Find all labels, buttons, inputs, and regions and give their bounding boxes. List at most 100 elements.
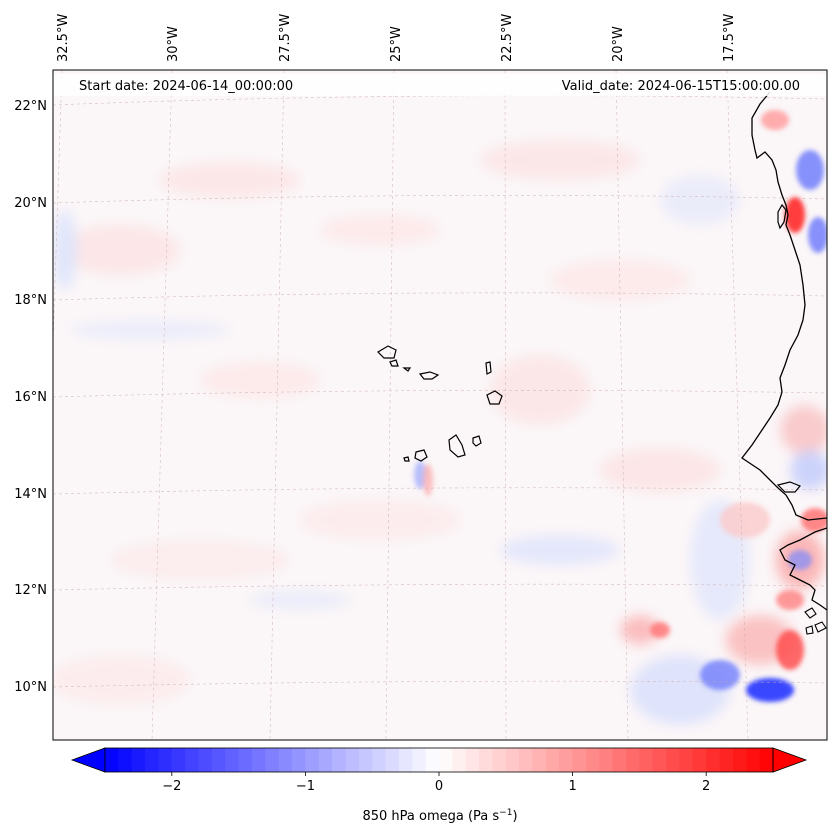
omega-field-strong [414,110,827,702]
colorbar-step [706,748,721,772]
gambia-estuary [776,481,801,493]
banc-arguin-island [777,203,787,230]
island-brava [403,456,410,462]
colorbar-step [465,748,480,772]
colorbar-step [666,748,681,772]
start-date-label: Start date: 2024-06-14_00:00:00 [79,79,293,94]
colorbar-step [225,748,240,772]
africa-coastline-south [779,527,827,611]
lon-label: 27.5°W [278,14,293,62]
colorbar-step [251,748,266,772]
colorbar-step [332,748,347,772]
colorbar-step [198,748,213,772]
colorbar-step [425,748,440,772]
colorbar-step [385,748,400,772]
colorbar-step [692,748,707,772]
latitude-labels: 22°N 20°N 18°N 16°N 14°N 12°N 10°N [14,99,47,695]
colorbar-step [639,748,654,772]
lon-label: 22.5°W [500,14,515,62]
colorbar-step [238,748,253,772]
lat-label: 22°N [14,99,47,114]
colorbar-step [358,748,373,772]
colorbar-step [652,748,667,772]
lon-label: 25°W [389,26,404,62]
longitude-labels: 32.5°W 30°W 27.5°W 25°W 22.5°W 20°W 17.5… [56,14,737,62]
colorbar-step [479,748,494,772]
colorbar-tick-label: 2 [702,779,710,794]
lon-label: 20°W [611,26,626,62]
colorbar-step [572,748,587,772]
omega-field [53,70,827,740]
colorbar-step [439,748,453,772]
colorbar-step [612,748,627,772]
colorbar-step [278,748,293,772]
colorbar-step [171,748,186,772]
colorbar-step [732,748,747,772]
colorbar-step [158,748,173,772]
colorbar-step [679,748,694,772]
colorbar-step [131,748,146,772]
lon-label: 30°W [166,26,181,62]
colorbar-tick-label: 0 [435,779,443,794]
map-panel [53,70,827,740]
colorbar-tick-label: −2 [162,779,181,794]
island-sal [485,361,492,375]
lat-label: 14°N [14,487,47,502]
colorbar-step [265,748,280,772]
island-boa-vista [486,390,503,405]
island-santa-luzia [402,367,412,372]
colorbar-step [759,748,774,772]
colorbar-step [492,748,507,772]
island-maio [472,435,482,447]
colorbar-step [345,748,360,772]
lon-label: 17.5°W [722,14,737,62]
colorbar-steps [105,748,774,772]
lat-label: 12°N [14,583,47,598]
colorbar-step [559,748,574,772]
colorbar-step [719,748,734,772]
colorbar-step [185,748,200,772]
lon-label: 32.5°W [56,14,71,62]
colorbar-step [505,748,520,772]
colorbar-step [318,748,333,772]
colorbar-step [211,748,226,772]
island-sao-vicente [389,359,399,367]
colorbar: −2 −1 0 1 2 850 hPa omega (Pa s−1) [70,747,808,824]
africa-coastline [741,91,827,521]
colorbar-ticks: −2 −1 0 1 2 [162,772,710,794]
colorbar-step [599,748,614,772]
colorbar-step [746,748,761,772]
graticule [53,70,827,740]
lat-label: 16°N [14,390,47,405]
colorbar-step [305,748,320,772]
colorbar-tick-label: −1 [296,779,315,794]
island-santiago [448,434,466,458]
header-band [53,74,827,96]
colorbar-step [118,748,133,772]
colorbar-step [452,748,467,772]
map-frame [52,69,828,741]
cape-verde-islands [377,345,503,462]
colorbar-extend-low [70,747,106,773]
colorbar-step [412,748,427,772]
colorbar-extend-high [772,747,808,773]
colorbar-step [292,748,306,772]
colorbar-step [398,748,413,772]
colorbar-step [105,748,119,772]
colorbar-step [145,748,160,772]
colorbar-step [545,748,560,772]
colorbar-step [626,748,640,772]
lat-label: 10°N [14,680,47,695]
island-sao-nicolau [418,371,440,380]
colorbar-step [372,748,387,772]
island-fogo [414,449,428,462]
colorbar-tick-label: 1 [568,779,576,794]
colorbar-step [519,748,534,772]
colorbar-label: 850 hPa omega (Pa s−1) [362,808,517,824]
colorbar-step [585,748,600,772]
lat-label: 18°N [14,293,47,308]
island-santo-antao [377,345,397,359]
colorbar-step [532,748,547,772]
lat-label: 20°N [14,196,47,211]
